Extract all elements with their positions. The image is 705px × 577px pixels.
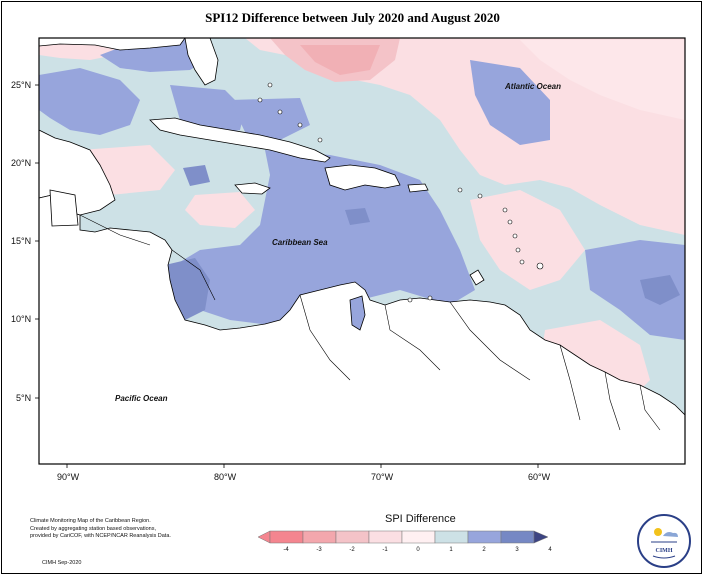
legend-tick-label: 2 — [482, 547, 486, 553]
positive-region-atlantic-core — [640, 275, 680, 305]
label-caribbean-sea: Caribbean Sea — [272, 238, 328, 247]
credits-line-1: Climate Monitoring Map of the Caribbean … — [30, 518, 151, 524]
negative-region-northeast — [520, 40, 685, 120]
label-atlantic-ocean: Atlantic Ocean — [504, 82, 561, 91]
lat-tick-15: 15°N — [11, 236, 31, 246]
positive-region-cuba — [230, 98, 310, 140]
lon-tick-70: 70°W — [371, 472, 394, 482]
legend-tick-label: -3 — [316, 547, 322, 553]
map-border — [38, 37, 686, 465]
negative-region-east-caribbean — [470, 190, 585, 290]
cuba-land — [149, 117, 331, 163]
hispaniola-land — [324, 164, 401, 191]
lat-tick-20: 20°N — [11, 158, 31, 168]
puerto-rico-land — [407, 183, 429, 193]
lon-tick-80: 80°W — [214, 472, 237, 482]
legend-swatch — [368, 530, 403, 544]
legend-swatch — [335, 530, 370, 544]
jamaica-land — [234, 182, 271, 195]
lat-tick-25: 25°N — [11, 80, 31, 90]
positive-region-caribbean-sea — [175, 150, 475, 325]
legend-swatch — [434, 530, 469, 544]
legend-tick-label: 4 — [548, 547, 552, 553]
yucatan-land — [49, 189, 79, 227]
gulf-coast-land — [39, 38, 186, 51]
legend-swatch — [401, 530, 436, 544]
legend-arrow-right — [533, 530, 549, 544]
cloud-icon — [663, 532, 678, 537]
legend-arrow-left — [257, 530, 271, 544]
positive-region-gulf-west — [39, 68, 140, 135]
legend-tick-label: -4 — [283, 547, 289, 553]
map-area — [39, 38, 685, 464]
credits-line-2: Created by aggregating station based obs… — [30, 525, 156, 532]
lat-tick-5: 5°N — [16, 393, 31, 403]
negative-region-core — [300, 45, 380, 75]
legend-colorbar: -4 -3 -2 -1 0 1 2 3 4 — [257, 530, 552, 553]
antilles-islands — [257, 82, 544, 303]
credits-date: CIMH Sep-2020 — [42, 560, 82, 566]
legend-tick-label: -1 — [382, 547, 388, 553]
negative-region-north — [245, 38, 685, 235]
sun-icon — [654, 528, 662, 536]
positive-region-atlantic-east — [470, 60, 550, 145]
lon-tick-90: 90°W — [57, 472, 80, 482]
legend-tick-label: 1 — [449, 547, 453, 553]
legend-swatch — [302, 530, 337, 544]
positive-region-jamaica-core — [183, 165, 210, 186]
trinidad-land — [469, 269, 485, 286]
cimh-logo: CIMH — [637, 514, 691, 568]
credits-line-3: provided by CariCOF, with NCEP/NCAR Rean… — [30, 533, 171, 539]
legend-tick-label: 0 — [416, 547, 420, 553]
legend-swatch — [500, 530, 535, 544]
legend-tick-label: -2 — [349, 547, 355, 553]
logo-text: CIMH — [655, 548, 673, 554]
latitude-axis: 25°N 20°N 15°N 10°N 5°N — [11, 80, 39, 403]
florida-land — [184, 38, 219, 86]
central-south-america-land — [39, 194, 685, 464]
lat-tick-10: 10°N — [11, 314, 31, 324]
credits-block: Climate Monitoring Map of the Caribbean … — [30, 518, 230, 541]
lake-maracaibo — [349, 295, 366, 331]
negative-region-west-caribbean — [185, 192, 255, 228]
country-borders — [79, 214, 661, 431]
positive-region-small-core — [345, 208, 370, 225]
legend-swatch — [467, 530, 502, 544]
legend-swatch — [269, 530, 304, 544]
longitude-axis: 90°W 80°W 70°W 60°W — [57, 464, 551, 482]
lon-tick-60: 60°W — [528, 472, 551, 482]
label-pacific-ocean: Pacific Ocean — [115, 394, 168, 403]
legend-tick-label: 3 — [515, 547, 519, 553]
positive-region-atlantic-southeast — [585, 240, 685, 340]
legend-title: SPI Difference — [385, 513, 456, 525]
map-title: SPI12 Difference between July 2020 and A… — [205, 10, 500, 25]
